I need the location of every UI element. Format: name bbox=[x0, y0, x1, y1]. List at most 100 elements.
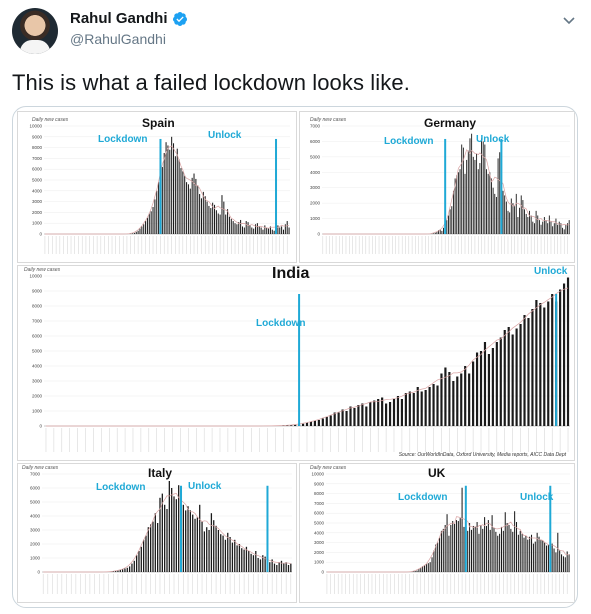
bar bbox=[132, 233, 134, 234]
y-tick-label: 6000 bbox=[30, 486, 41, 491]
moving-average-line bbox=[44, 145, 290, 235]
bar bbox=[145, 535, 147, 572]
bar bbox=[440, 373, 443, 426]
bar bbox=[215, 525, 217, 572]
y-tick-label: 7000 bbox=[30, 472, 41, 477]
bar bbox=[472, 156, 474, 234]
bar bbox=[193, 173, 195, 234]
bar bbox=[238, 544, 241, 572]
y-tick-label: 5000 bbox=[30, 500, 41, 505]
bar bbox=[448, 215, 449, 234]
bar bbox=[114, 570, 117, 572]
bar bbox=[212, 202, 214, 234]
bar bbox=[521, 533, 523, 572]
bar bbox=[416, 570, 418, 572]
bar bbox=[217, 530, 220, 572]
bar bbox=[189, 510, 192, 572]
bar bbox=[540, 224, 542, 234]
bar bbox=[208, 530, 210, 572]
bar bbox=[133, 232, 135, 234]
bar bbox=[456, 175, 458, 234]
chevron-down-icon[interactable] bbox=[561, 12, 577, 28]
bar bbox=[491, 348, 494, 426]
bar bbox=[471, 133, 473, 234]
y-tick-label: 7000 bbox=[314, 501, 325, 506]
bar bbox=[544, 542, 546, 572]
y-tick-label: 4000 bbox=[310, 170, 321, 175]
bar bbox=[476, 153, 478, 234]
bar bbox=[185, 510, 187, 572]
bar bbox=[158, 182, 160, 234]
bar bbox=[278, 562, 280, 572]
bar bbox=[182, 504, 184, 572]
bar bbox=[187, 506, 189, 572]
ylabel: Daily new cases bbox=[310, 117, 347, 123]
bar bbox=[524, 209, 525, 234]
chart-title: UK bbox=[428, 466, 446, 480]
tweet-text: This is what a failed lockdown looks lik… bbox=[12, 70, 410, 95]
bar bbox=[229, 537, 231, 572]
bar bbox=[281, 226, 283, 234]
bar bbox=[511, 334, 514, 426]
author-handle[interactable]: @RahulGandhi bbox=[70, 31, 166, 47]
bar bbox=[420, 568, 422, 572]
bar bbox=[536, 532, 538, 572]
bar bbox=[466, 159, 468, 234]
bar bbox=[251, 227, 253, 234]
unlock-marker bbox=[275, 138, 278, 234]
bar bbox=[509, 212, 511, 234]
bar bbox=[142, 539, 145, 572]
bar bbox=[288, 227, 290, 234]
bar bbox=[135, 231, 137, 234]
bar bbox=[420, 391, 423, 426]
bar bbox=[468, 373, 471, 426]
bar bbox=[182, 171, 184, 234]
avatar[interactable] bbox=[12, 8, 58, 54]
bar bbox=[472, 361, 475, 426]
unlock-marker bbox=[266, 485, 269, 572]
tweet-media-image[interactable]: 10000 9000 8000 7000 6000 5000 4000 3000 2000 100… bbox=[12, 106, 578, 608]
bar bbox=[495, 196, 497, 234]
lockdown-marker bbox=[464, 485, 467, 572]
bar bbox=[140, 546, 142, 572]
bar bbox=[534, 541, 536, 572]
bar bbox=[435, 544, 437, 572]
bar bbox=[452, 190, 454, 234]
moving-average-line bbox=[45, 287, 569, 427]
y-tick-label: 3000 bbox=[30, 528, 41, 533]
y-tick-label: 3000 bbox=[32, 379, 43, 384]
bar bbox=[264, 225, 266, 234]
bar bbox=[192, 514, 194, 572]
bar bbox=[502, 190, 504, 234]
author-display-name[interactable]: Rahul Gandhi bbox=[70, 10, 188, 27]
bar bbox=[564, 557, 566, 572]
bar bbox=[568, 554, 570, 572]
bar bbox=[561, 554, 563, 572]
bar bbox=[512, 203, 514, 234]
bar bbox=[542, 540, 544, 572]
bar bbox=[427, 563, 429, 572]
bar bbox=[180, 168, 182, 234]
bar bbox=[317, 420, 320, 426]
bar bbox=[171, 488, 173, 572]
bar bbox=[485, 525, 487, 572]
bar bbox=[567, 223, 568, 234]
bar bbox=[234, 223, 236, 234]
bar bbox=[268, 228, 270, 234]
bar bbox=[507, 327, 510, 426]
bar bbox=[546, 545, 548, 572]
bar bbox=[503, 330, 506, 426]
bar bbox=[500, 526, 503, 572]
bar bbox=[492, 187, 494, 234]
bar bbox=[117, 570, 119, 572]
bar bbox=[294, 424, 297, 426]
bar bbox=[392, 399, 396, 426]
bar bbox=[454, 178, 456, 234]
bar bbox=[301, 423, 305, 426]
bar bbox=[227, 532, 229, 572]
bar bbox=[497, 535, 499, 572]
bar bbox=[483, 342, 487, 426]
chart-svg: 7000 6000 5000 4000 3000 2000 1000 0 bbox=[30, 472, 292, 594]
bar bbox=[480, 524, 482, 572]
bar bbox=[279, 227, 281, 234]
